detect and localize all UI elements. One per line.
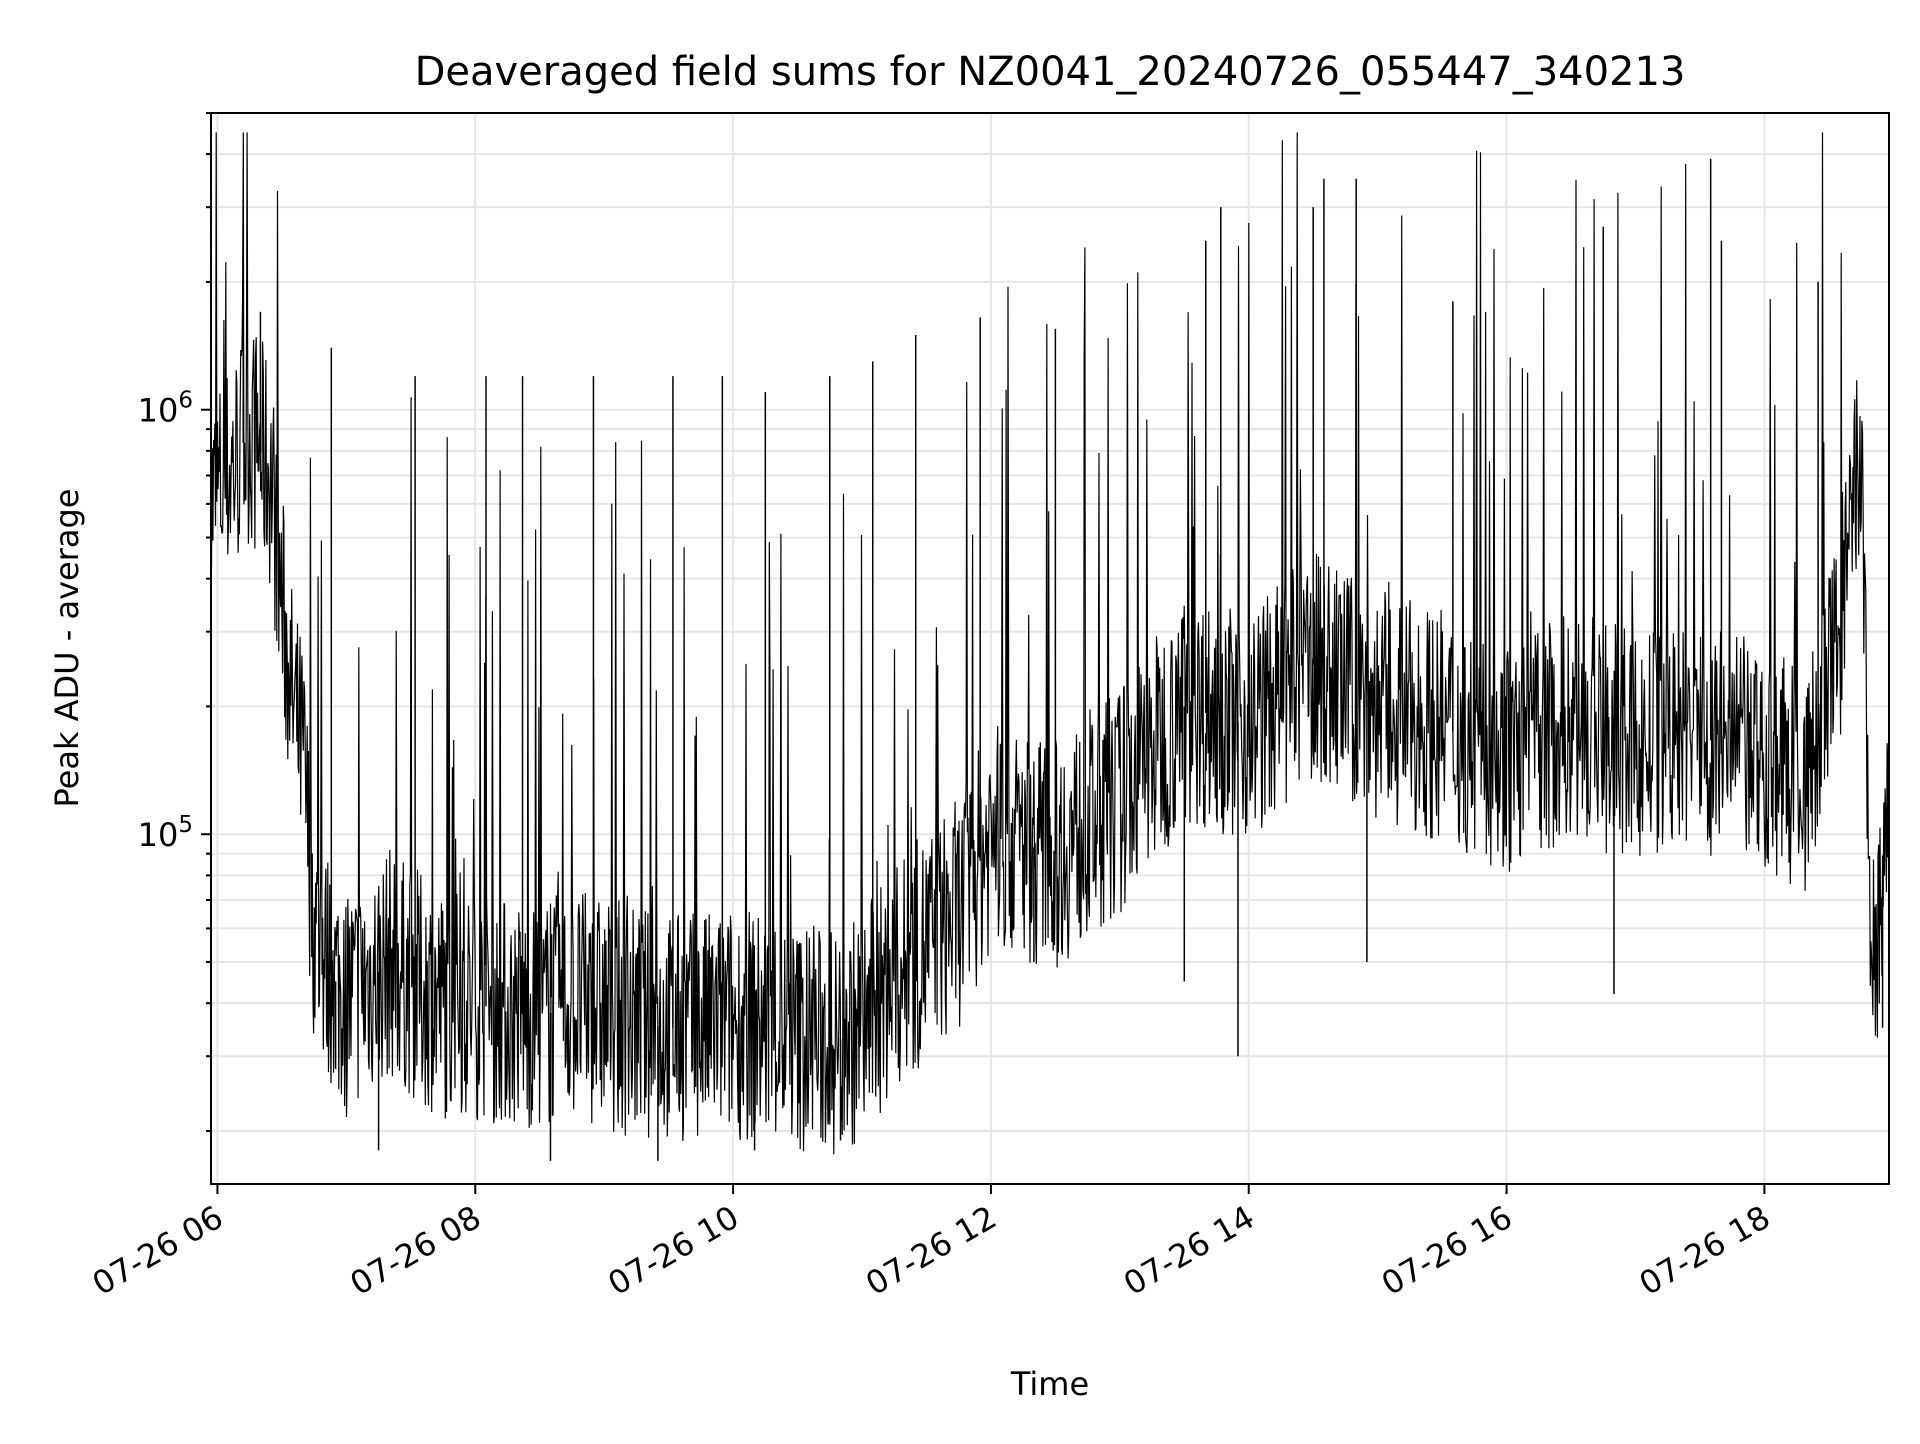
data-line (210, 132, 1890, 1155)
y-tick-label: 105 (138, 812, 193, 854)
plot-frame (210, 112, 1890, 1185)
x-axis-label: Time (1010, 1365, 1089, 1403)
data-layer (210, 132, 1890, 1161)
chart-title: Deaveraged field sums for NZ0041_2024072… (415, 49, 1686, 95)
y-axis-label: Peak ADU - average (48, 489, 86, 808)
y-tick-label: 106 (138, 388, 193, 430)
